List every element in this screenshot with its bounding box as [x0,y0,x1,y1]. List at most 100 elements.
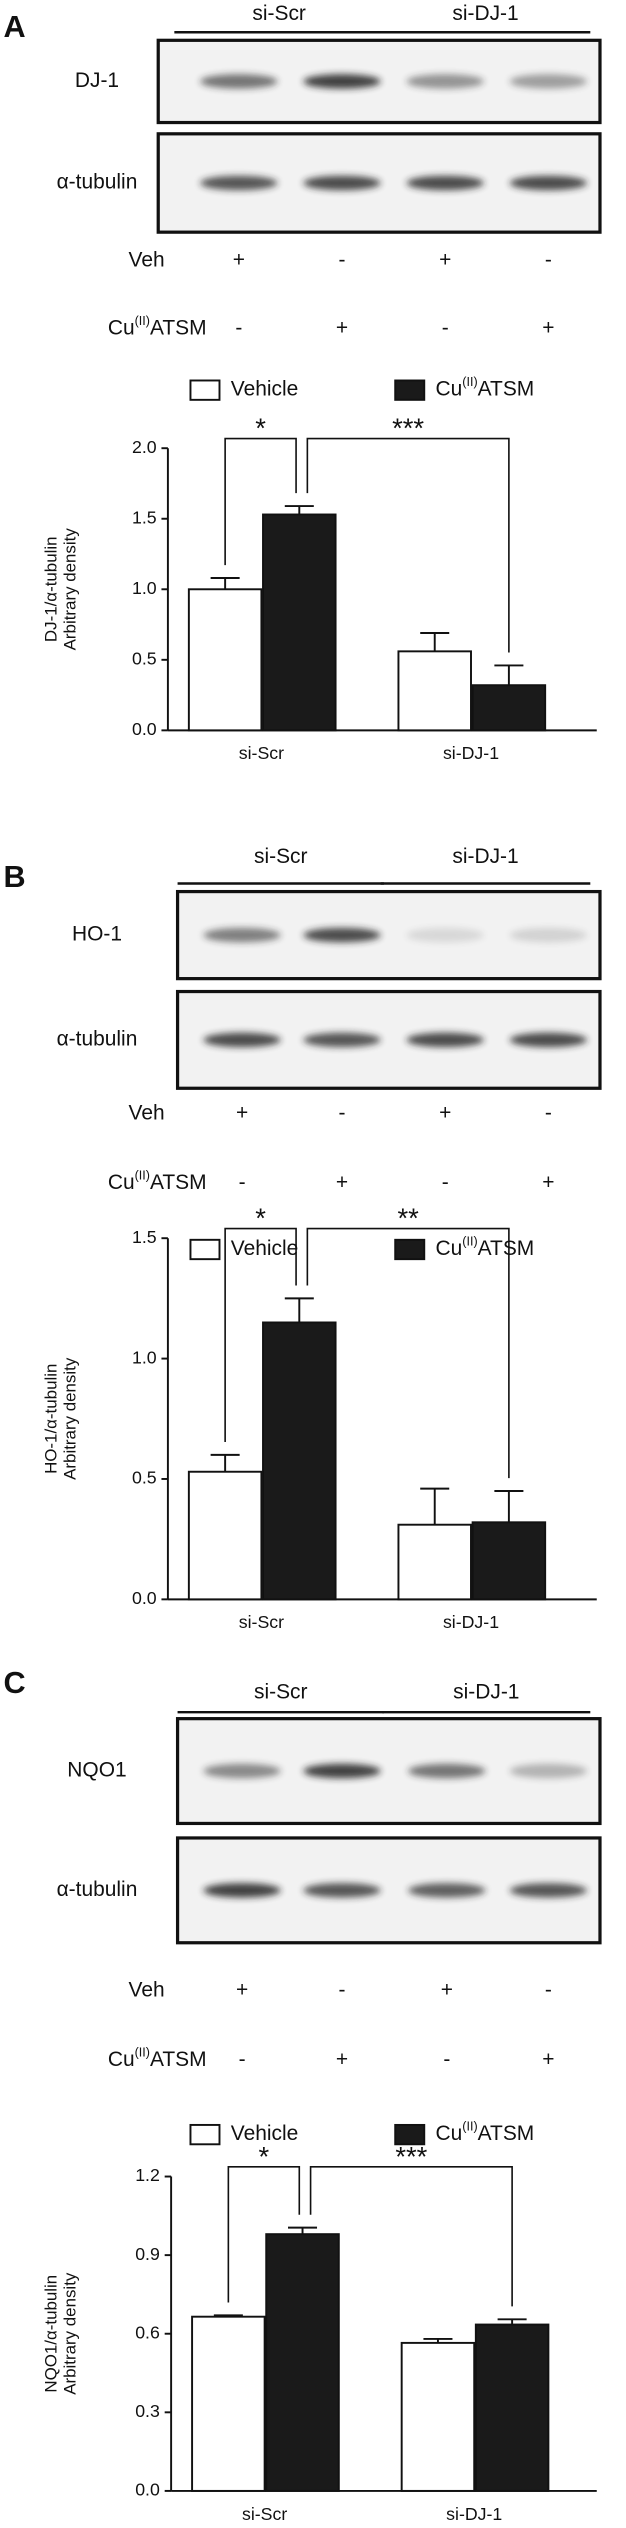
treatment-sign: + [439,249,451,272]
band-label: DJ-1 [75,69,119,92]
bar [397,1523,472,1601]
blot-band [203,1883,281,1898]
blot-band [200,175,278,191]
significance-bracket [227,2166,301,2303]
y-tick-label: 1.2 [135,2165,160,2185]
blot-band [303,927,381,943]
significance-bracket [306,437,510,653]
y-tick-label: 0.5 [132,648,157,668]
blot-band [509,1032,588,1048]
group-label: si-DJ-1 [453,1680,519,1703]
band-label: α-tubulin [57,1878,138,1901]
treatment-sign: + [542,1171,554,1194]
legend-label: Vehicle [231,378,299,401]
x-tick-label: si-Scr [239,1612,284,1632]
legend-swatch [394,379,426,401]
bar [187,1470,263,1601]
blot-band [509,1883,588,1898]
significance-bracket [224,437,297,566]
blot-band [200,74,278,89]
blot-band [203,1032,281,1048]
legend-swatch [189,1238,221,1261]
blot-band [406,1032,484,1048]
treatment-sign: + [336,2048,348,2071]
legend-label: Cu(II)ATSM [436,2120,535,2145]
treatment-label: Cu(II)ATSM [108,314,207,339]
x-tick-label: si-DJ-1 [443,1612,499,1632]
y-axis-label: Arbitrary density [61,528,80,651]
y-tick-label: 0.6 [135,2322,160,2342]
x-tick-label: si-DJ-1 [443,743,499,763]
treatment-sign: + [233,249,245,272]
significance-bracket [306,1227,510,1479]
y-axis-label: NQO1/α-tubulin [41,2275,60,2393]
x-tick-label: si-Scr [239,743,284,763]
bar [187,588,263,732]
significance-label: * [258,2141,269,2172]
treatment-sign: + [441,1979,453,2002]
treatment-sign: - [442,316,449,339]
blot-band [303,74,381,89]
treatment-sign: - [235,316,242,339]
treatment-sign: + [336,1171,348,1194]
treatment-label: Veh [129,1979,165,2002]
treatment-sign: - [545,1102,552,1125]
group-label: si-Scr [254,845,308,868]
treatment-sign: - [239,2048,246,2071]
band-label: NQO1 [67,1759,126,1782]
legend-swatch [189,2123,221,2146]
treatment-sign: - [545,249,552,272]
treatment-sign: - [443,2048,450,2071]
x-tick-label: si-DJ-1 [446,2504,502,2524]
band-label: HO-1 [72,923,122,946]
significance-label: *** [395,2141,427,2172]
y-tick-label: 2.0 [132,437,157,457]
group-label: si-Scr [252,2,306,25]
y-tick-label: 0.3 [135,2401,160,2421]
blot-band [203,1763,281,1779]
blot-band [406,927,484,943]
blot-band [509,927,588,943]
legend-label: Vehicle [231,2122,299,2145]
group-label: si-DJ-1 [452,2,518,25]
legend-label: Vehicle [231,1237,299,1260]
y-axis-label: HO-1/α-tubulin [41,1364,60,1474]
panel-label: C [3,1666,25,1700]
blot-band [303,175,381,191]
significance-bracket [309,2166,513,2307]
treatment-sign: + [236,1102,248,1125]
bar [400,2341,476,2492]
treatment-sign: - [442,1171,449,1194]
bar [471,1521,547,1601]
bar [265,2233,340,2492]
legend-swatch [394,2123,426,2146]
blot-band [408,1763,486,1779]
bar [474,2323,550,2492]
bar [262,1321,337,1601]
significance-label: * [255,413,266,444]
treatment-sign: + [439,1102,451,1125]
blot-band [406,74,484,89]
y-tick-label: 1.5 [132,1227,157,1247]
bar [262,513,337,732]
y-axis-label: Arbitrary density [61,1357,80,1480]
y-tick-label: 0.0 [132,1588,157,1608]
significance-label: *** [392,413,424,444]
treatment-sign: - [339,249,346,272]
y-tick-label: 1.0 [132,578,157,598]
y-axis-label: Arbitrary density [61,2272,80,2395]
treatment-sign: + [336,316,348,339]
blot-band [303,1763,381,1779]
blot-band [408,1883,486,1898]
group-label: si-DJ-1 [452,845,518,868]
x-tick-label: si-Scr [242,2504,287,2524]
treatment-label: Veh [129,249,165,272]
treatment-sign: - [339,1979,346,2002]
legend-label: Cu(II)ATSM [436,1235,535,1260]
blot-band [406,175,484,191]
blot-band [509,1763,588,1779]
legend-swatch [394,1238,426,1261]
treatment-sign: - [239,1171,246,1194]
bar [191,2315,266,2492]
y-tick-label: 1.0 [132,1347,157,1367]
